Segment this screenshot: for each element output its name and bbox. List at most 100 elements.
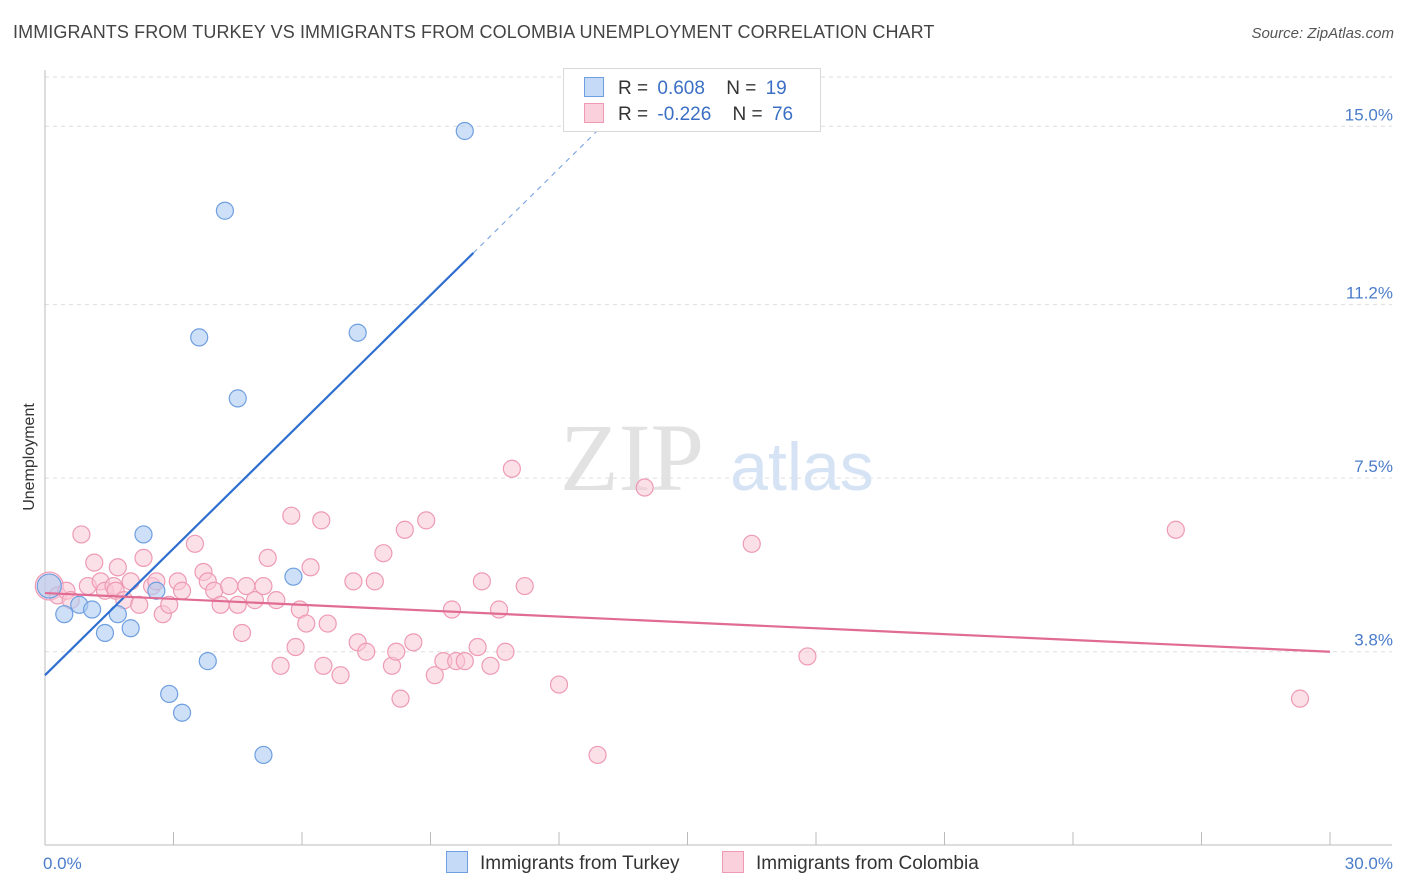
colombia-point (172, 581, 192, 600)
turkey-legend-swatch (446, 851, 468, 873)
colombia-legend-label: Immigrants from Colombia (756, 853, 979, 874)
colombia-point (489, 600, 509, 619)
turkey-point (108, 605, 127, 624)
colombia-point (185, 534, 205, 553)
axes (44, 70, 1392, 846)
watermark-zip: ZIP (560, 404, 704, 511)
x-tick-label-min: 0.0% (43, 854, 82, 873)
colombia-point (314, 656, 333, 675)
colombia-point (798, 647, 817, 666)
colombia-point (267, 591, 286, 610)
colombia-point (211, 595, 230, 614)
colombia-point (121, 572, 140, 591)
colombia-r-label: R = (618, 104, 649, 125)
colombia-point (282, 506, 301, 525)
colombia-point (258, 548, 277, 568)
trend-lines (44, 116, 1331, 676)
x-tick-label-max: 30.0% (1345, 854, 1393, 873)
y-tick-label: 11.2% (1346, 284, 1393, 303)
turkey-point (348, 323, 367, 342)
colombia-point (365, 572, 384, 591)
turkey-point (254, 745, 273, 765)
colombia-point (481, 656, 500, 675)
turkey-point (95, 623, 115, 643)
turkey-point (190, 328, 209, 347)
colombia-point (72, 525, 91, 544)
colombia-point (301, 558, 320, 577)
turkey-point (55, 605, 74, 624)
turkey-swatch (584, 77, 604, 97)
y-tick-label: 3.8% (1354, 631, 1393, 650)
legend-row-turkey: R = 0.608 N = 19 (584, 77, 787, 101)
turkey-legend-label: Immigrants from Turkey (480, 853, 680, 874)
grid-lines (45, 76, 1392, 653)
colombia-point (496, 642, 515, 661)
turkey-point (455, 121, 474, 141)
colombia-point (502, 459, 521, 478)
colombia-n-label: N = (732, 104, 763, 125)
turkey-point (121, 619, 140, 638)
colombia-point (742, 534, 761, 553)
correlation-legend: R = 0.608 N = 19 R = -0.226 N = 76 (563, 68, 821, 132)
turkey-n-value: 19 (765, 78, 787, 99)
colombia-point (312, 511, 331, 530)
colombia-point (391, 689, 410, 708)
turkey-point (36, 573, 62, 599)
colombia-point (472, 572, 491, 591)
colombia-point (134, 548, 153, 568)
watermark: ZIP atlas (560, 404, 874, 511)
y-axis-label: Unemployment (21, 403, 38, 511)
colombia-points (34, 459, 1310, 765)
colombia-point (331, 666, 350, 685)
colombia-point (374, 544, 393, 563)
turkey-r-value: 0.608 (657, 78, 705, 99)
colombia-point (130, 595, 149, 614)
colombia-point (387, 642, 406, 661)
legend-item-turkey: Immigrants from Turkey (446, 851, 680, 875)
turkey-r-label: R = (618, 78, 649, 99)
source-label: Source: ZipAtlas.com (1251, 25, 1394, 42)
turkey-point (83, 600, 102, 619)
colombia-point (108, 558, 127, 577)
colombia-point (228, 595, 247, 614)
colombia-point (254, 576, 273, 596)
legend-row-colombia: R = -0.226 N = 76 (584, 103, 793, 127)
turkey-trend-line (44, 252, 475, 676)
chart-title: IMMIGRANTS FROM TURKEY VS IMMIGRANTS FRO… (13, 22, 935, 42)
colombia-point (318, 614, 337, 633)
colombia-n-value: 76 (771, 104, 794, 125)
turkey-point (147, 581, 166, 600)
turkey-point (134, 525, 153, 544)
colombia-point (515, 576, 534, 596)
colombia-point (455, 652, 474, 671)
colombia-r-value: -0.226 (657, 104, 712, 125)
colombia-point (85, 553, 104, 572)
colombia-point (417, 511, 436, 530)
colombia-point (425, 666, 444, 685)
turkey-trend-extension (472, 116, 612, 254)
colombia-point (286, 637, 305, 657)
colombia-point (395, 520, 414, 539)
colombia-swatch (584, 103, 604, 123)
colombia-point (357, 642, 376, 661)
y-tick-label: 15.0% (1345, 105, 1393, 124)
turkey-point (284, 567, 303, 586)
colombia-point (468, 637, 487, 657)
colombia-point (404, 633, 423, 652)
colombia-point (344, 572, 363, 591)
colombia-trend-line (44, 591, 1331, 653)
colombia-point (635, 478, 654, 497)
colombia-point (442, 600, 462, 619)
colombia-point (549, 675, 569, 694)
y-tick-label: 7.5% (1354, 457, 1393, 476)
colombia-point (232, 623, 252, 643)
turkey-point (228, 389, 247, 408)
tick-labels: 3.8% 7.5% 11.2% 15.0% 0.0% 30.0% (43, 105, 1393, 873)
turkey-point (160, 684, 179, 704)
watermark-atlas: atlas (730, 429, 874, 505)
turkey-n-label: N = (726, 78, 757, 99)
colombia-point (1166, 520, 1185, 539)
turkey-point (198, 652, 217, 671)
turkey-points (36, 121, 474, 765)
colombia-point (220, 576, 239, 596)
